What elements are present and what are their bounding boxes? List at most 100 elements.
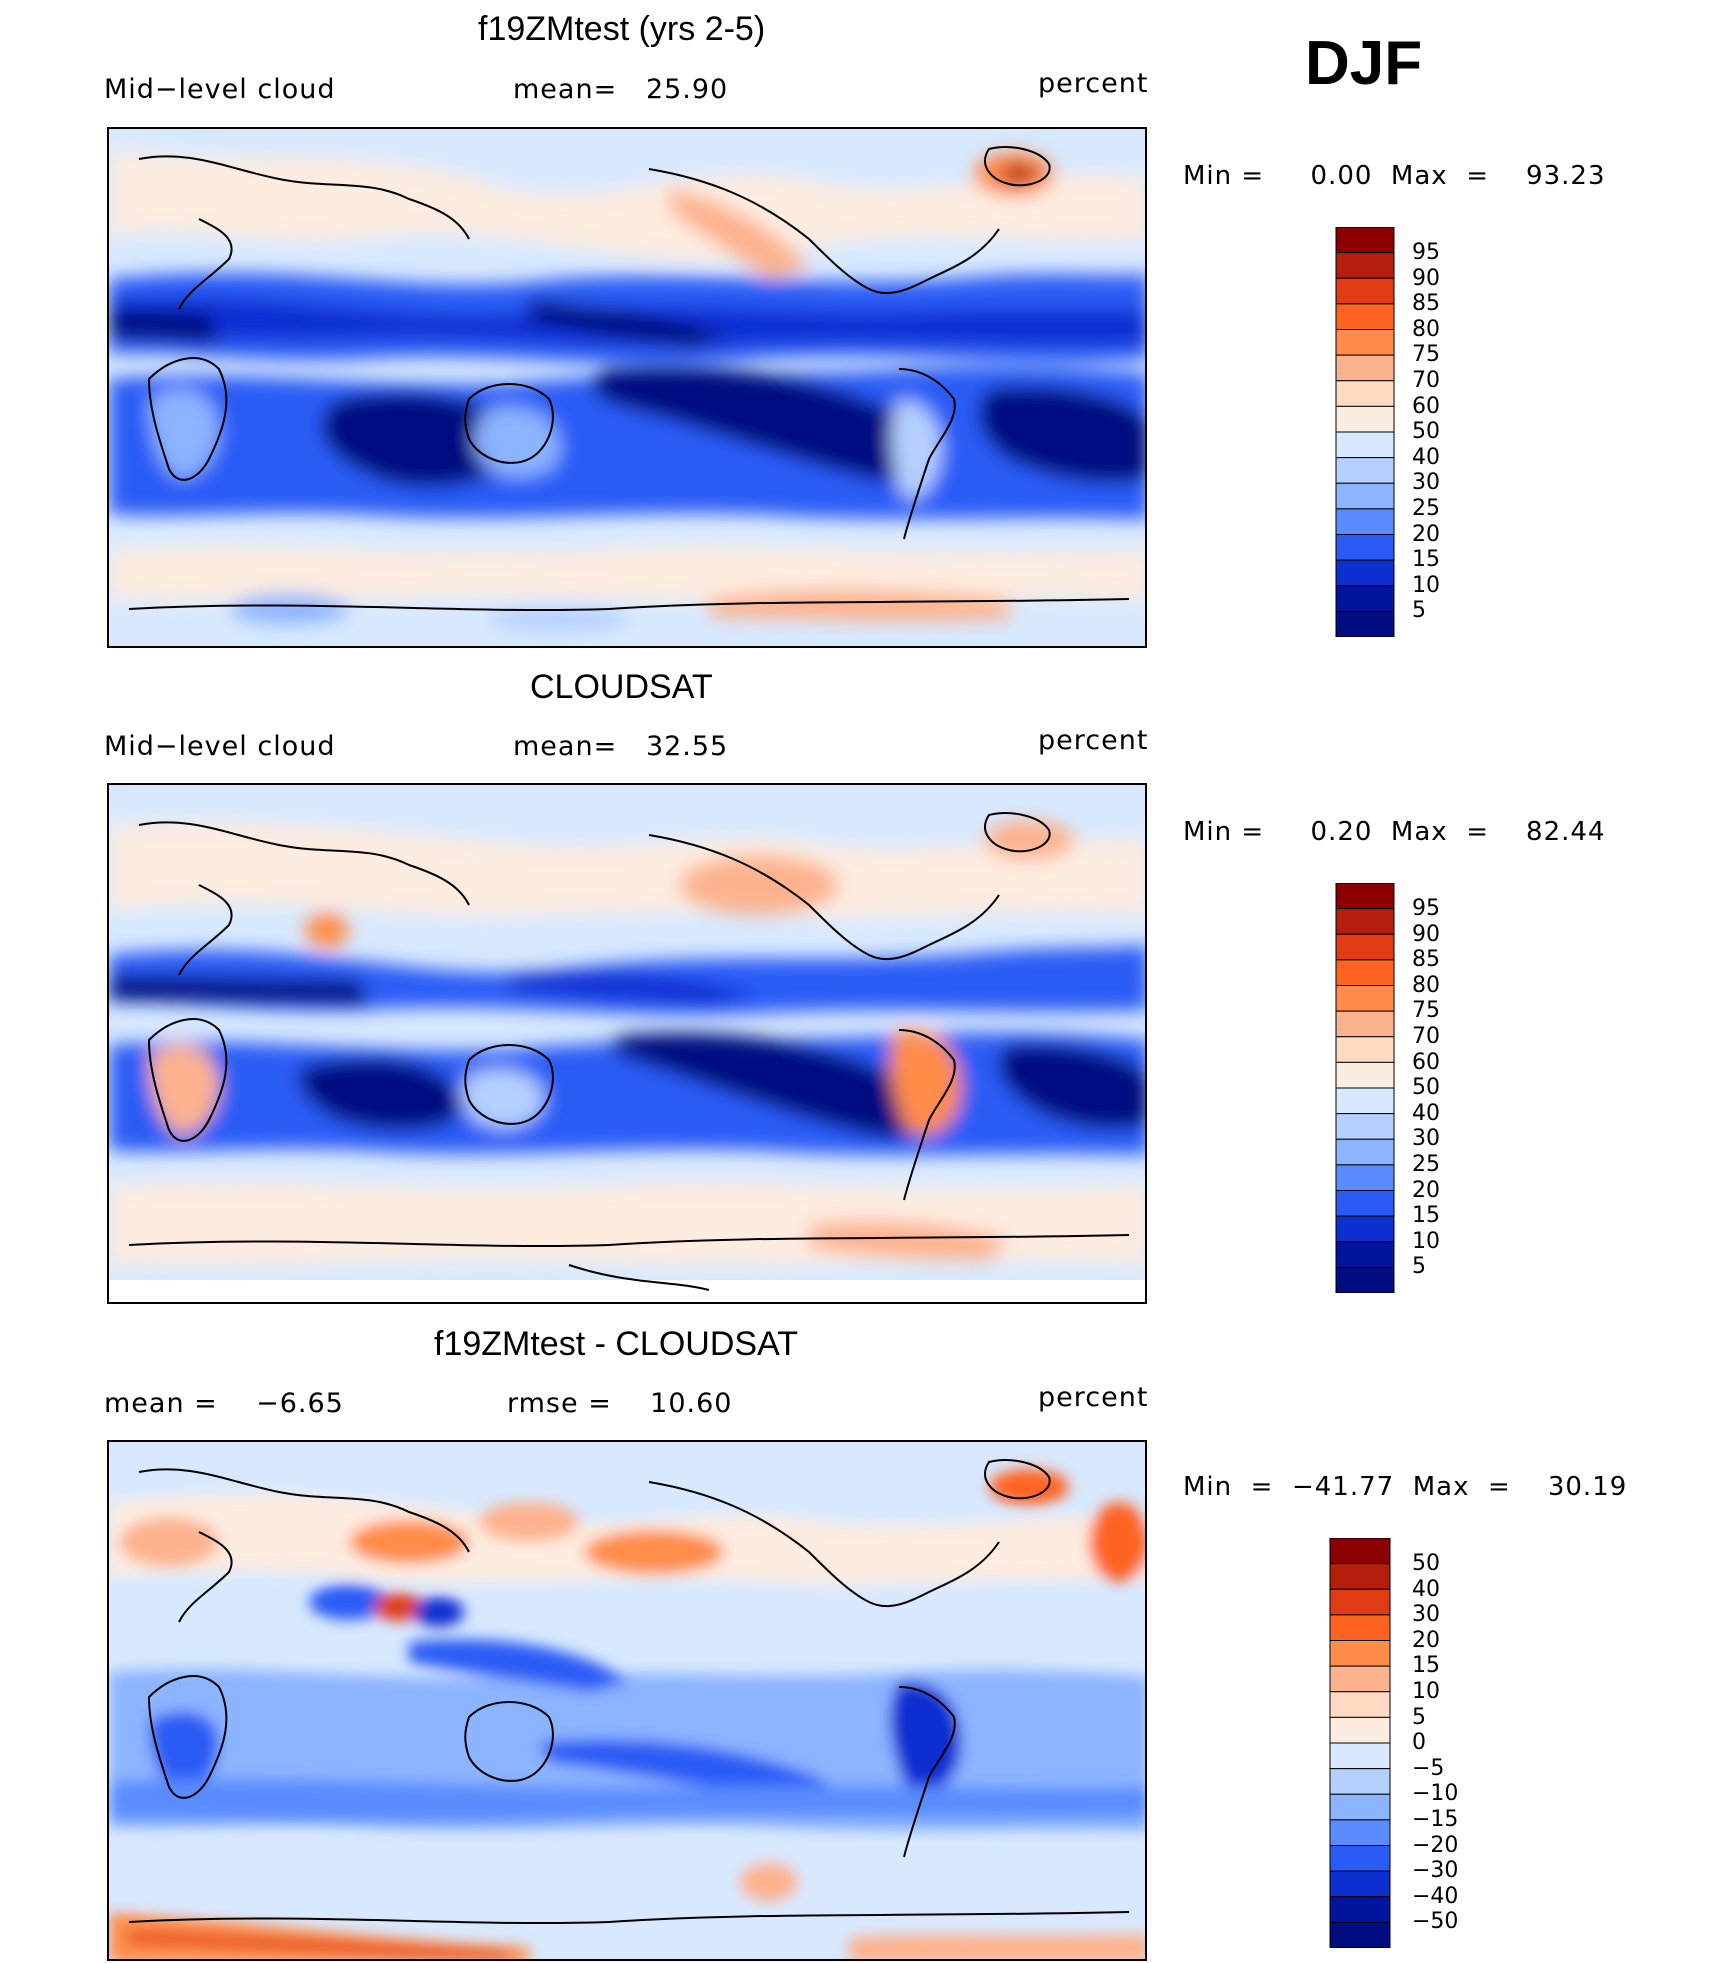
- colorbar-swatch: [1335, 508, 1395, 535]
- cb-label: −5: [1412, 1755, 1445, 1781]
- panel-rmse-diff: rmse = 10.60: [507, 1388, 733, 1419]
- cb-label: 40: [1412, 1100, 1440, 1126]
- cb-label: 0: [1412, 1730, 1426, 1756]
- cb-label: −10: [1412, 1781, 1459, 1807]
- cb-label: 30: [1412, 470, 1440, 496]
- colorbar-swatch: [1335, 1266, 1395, 1294]
- colorbar-diff-swatches: [1329, 1537, 1391, 1949]
- colorbar-swatch: [1329, 1588, 1391, 1616]
- colorbar-obs-labels: 95 90 85 80 75 70 60 50 40 30 25 20 15 1…: [1412, 896, 1440, 1280]
- cb-label: −20: [1412, 1832, 1459, 1858]
- colorbar-swatch: [1329, 1921, 1391, 1949]
- cb-label: 30: [1412, 1602, 1440, 1628]
- colorbar-diff: [1329, 1537, 1391, 1949]
- panel-title-diff: f19ZMtest - CLOUDSAT: [434, 1325, 798, 1363]
- colorbar-swatch: [1329, 1716, 1391, 1744]
- colorbar-swatch: [1335, 933, 1395, 961]
- panel-stats-model: Min = 0.00 Max = 93.23: [1183, 161, 1606, 191]
- colorbar-swatch: [1335, 1164, 1395, 1191]
- colorbar-swatch: [1329, 1793, 1391, 1821]
- colorbar-swatch: [1335, 252, 1395, 279]
- panel-mean-diff: mean = −6.65: [104, 1388, 344, 1419]
- map-obs: [107, 783, 1147, 1304]
- cb-label: 90: [1412, 265, 1440, 291]
- panel-units-diff: percent: [1038, 1382, 1149, 1413]
- cb-label: 75: [1412, 342, 1440, 368]
- cb-label: 10: [1412, 1228, 1440, 1254]
- cb-label: 20: [1412, 1627, 1440, 1653]
- colorbar-swatch: [1335, 1241, 1395, 1268]
- cb-label: 5: [1412, 1254, 1426, 1280]
- cb-label: 80: [1412, 316, 1440, 342]
- colorbar-swatch: [1335, 329, 1395, 356]
- map-model-field: [109, 129, 1145, 646]
- colorbar-swatch: [1335, 959, 1395, 986]
- colorbar-model-labels: 95 90 85 80 75 70 60 50 40 30 25 20 15 1…: [1412, 240, 1440, 624]
- colorbar-swatch: [1335, 882, 1395, 910]
- panel-stats-obs: Min = 0.20 Max = 82.44: [1183, 817, 1606, 847]
- cb-label: −50: [1412, 1909, 1459, 1935]
- cb-label: 10: [1412, 572, 1440, 598]
- cb-label: 70: [1412, 1023, 1440, 1049]
- panel-mean-model: mean= 25.90: [513, 74, 729, 105]
- colorbar-swatch: [1329, 1896, 1391, 1923]
- colorbar-swatch: [1335, 1138, 1395, 1166]
- cb-label: 40: [1412, 444, 1440, 470]
- cb-label: 20: [1412, 521, 1440, 547]
- cb-label: 15: [1412, 547, 1440, 573]
- colorbar-swatch: [1335, 226, 1395, 254]
- panel-stats-diff: Min = −41.77 Max = 30.19: [1183, 1472, 1628, 1502]
- cb-label: 60: [1412, 1049, 1440, 1075]
- colorbar-diff-labels: 50 40 30 20 15 10 5 0 −5 −10 −15 −20 −30…: [1412, 1551, 1458, 1935]
- colorbar-swatch: [1329, 1845, 1391, 1872]
- colorbar-swatch: [1335, 1061, 1395, 1089]
- cb-label: 85: [1412, 947, 1440, 973]
- panel-units-obs: percent: [1038, 725, 1149, 756]
- colorbar-swatch: [1335, 277, 1395, 305]
- colorbar-swatch: [1329, 1614, 1391, 1641]
- colorbar-swatch: [1329, 1768, 1391, 1795]
- colorbar-model: [1335, 226, 1395, 638]
- colorbar-swatch: [1335, 482, 1395, 510]
- colorbar-swatch: [1335, 303, 1395, 330]
- map-obs-field: [109, 785, 1145, 1302]
- panel-title-obs: CLOUDSAT: [530, 668, 713, 706]
- colorbar-swatch: [1335, 405, 1395, 433]
- panel-units-model: percent: [1038, 68, 1149, 99]
- colorbar-swatch: [1335, 585, 1395, 612]
- map-diff: [107, 1440, 1147, 1961]
- season-label: DJF: [1305, 29, 1423, 98]
- colorbar-swatch: [1335, 534, 1395, 561]
- cb-label: 60: [1412, 393, 1440, 419]
- colorbar-swatch: [1329, 1691, 1391, 1718]
- colorbar-swatch: [1335, 908, 1395, 935]
- colorbar-swatch: [1335, 1215, 1395, 1243]
- cb-label: 95: [1412, 240, 1440, 265]
- cb-label: 5: [1412, 598, 1426, 624]
- colorbar-swatch: [1335, 380, 1395, 407]
- cb-label: 80: [1412, 972, 1440, 998]
- cb-label: −30: [1412, 1858, 1459, 1884]
- colorbar-swatch: [1329, 1870, 1391, 1898]
- panel-left-label-model: Mid−level cloud: [104, 74, 336, 105]
- colorbar-model-swatches: [1335, 226, 1395, 638]
- cb-label: −40: [1412, 1883, 1459, 1909]
- cb-label: 25: [1412, 1151, 1440, 1177]
- colorbar-swatch: [1329, 1640, 1391, 1667]
- colorbar-swatch: [1329, 1537, 1391, 1565]
- colorbar-swatch: [1335, 1087, 1395, 1115]
- colorbar-swatch: [1335, 559, 1395, 587]
- cb-label: 90: [1412, 921, 1440, 947]
- colorbar-swatch: [1335, 1113, 1395, 1140]
- cb-label: 95: [1412, 896, 1440, 921]
- colorbar-swatch: [1335, 1010, 1395, 1038]
- panel-mean-obs: mean= 32.55: [513, 731, 729, 762]
- colorbar-swatch: [1335, 1190, 1395, 1217]
- colorbar-swatch: [1329, 1563, 1391, 1590]
- cb-label: 5: [1412, 1704, 1426, 1730]
- cb-label: 75: [1412, 998, 1440, 1024]
- cb-label: 85: [1412, 291, 1440, 317]
- cb-label: 15: [1412, 1653, 1440, 1679]
- cb-label: 50: [1412, 419, 1440, 445]
- colorbar-swatch: [1335, 985, 1395, 1012]
